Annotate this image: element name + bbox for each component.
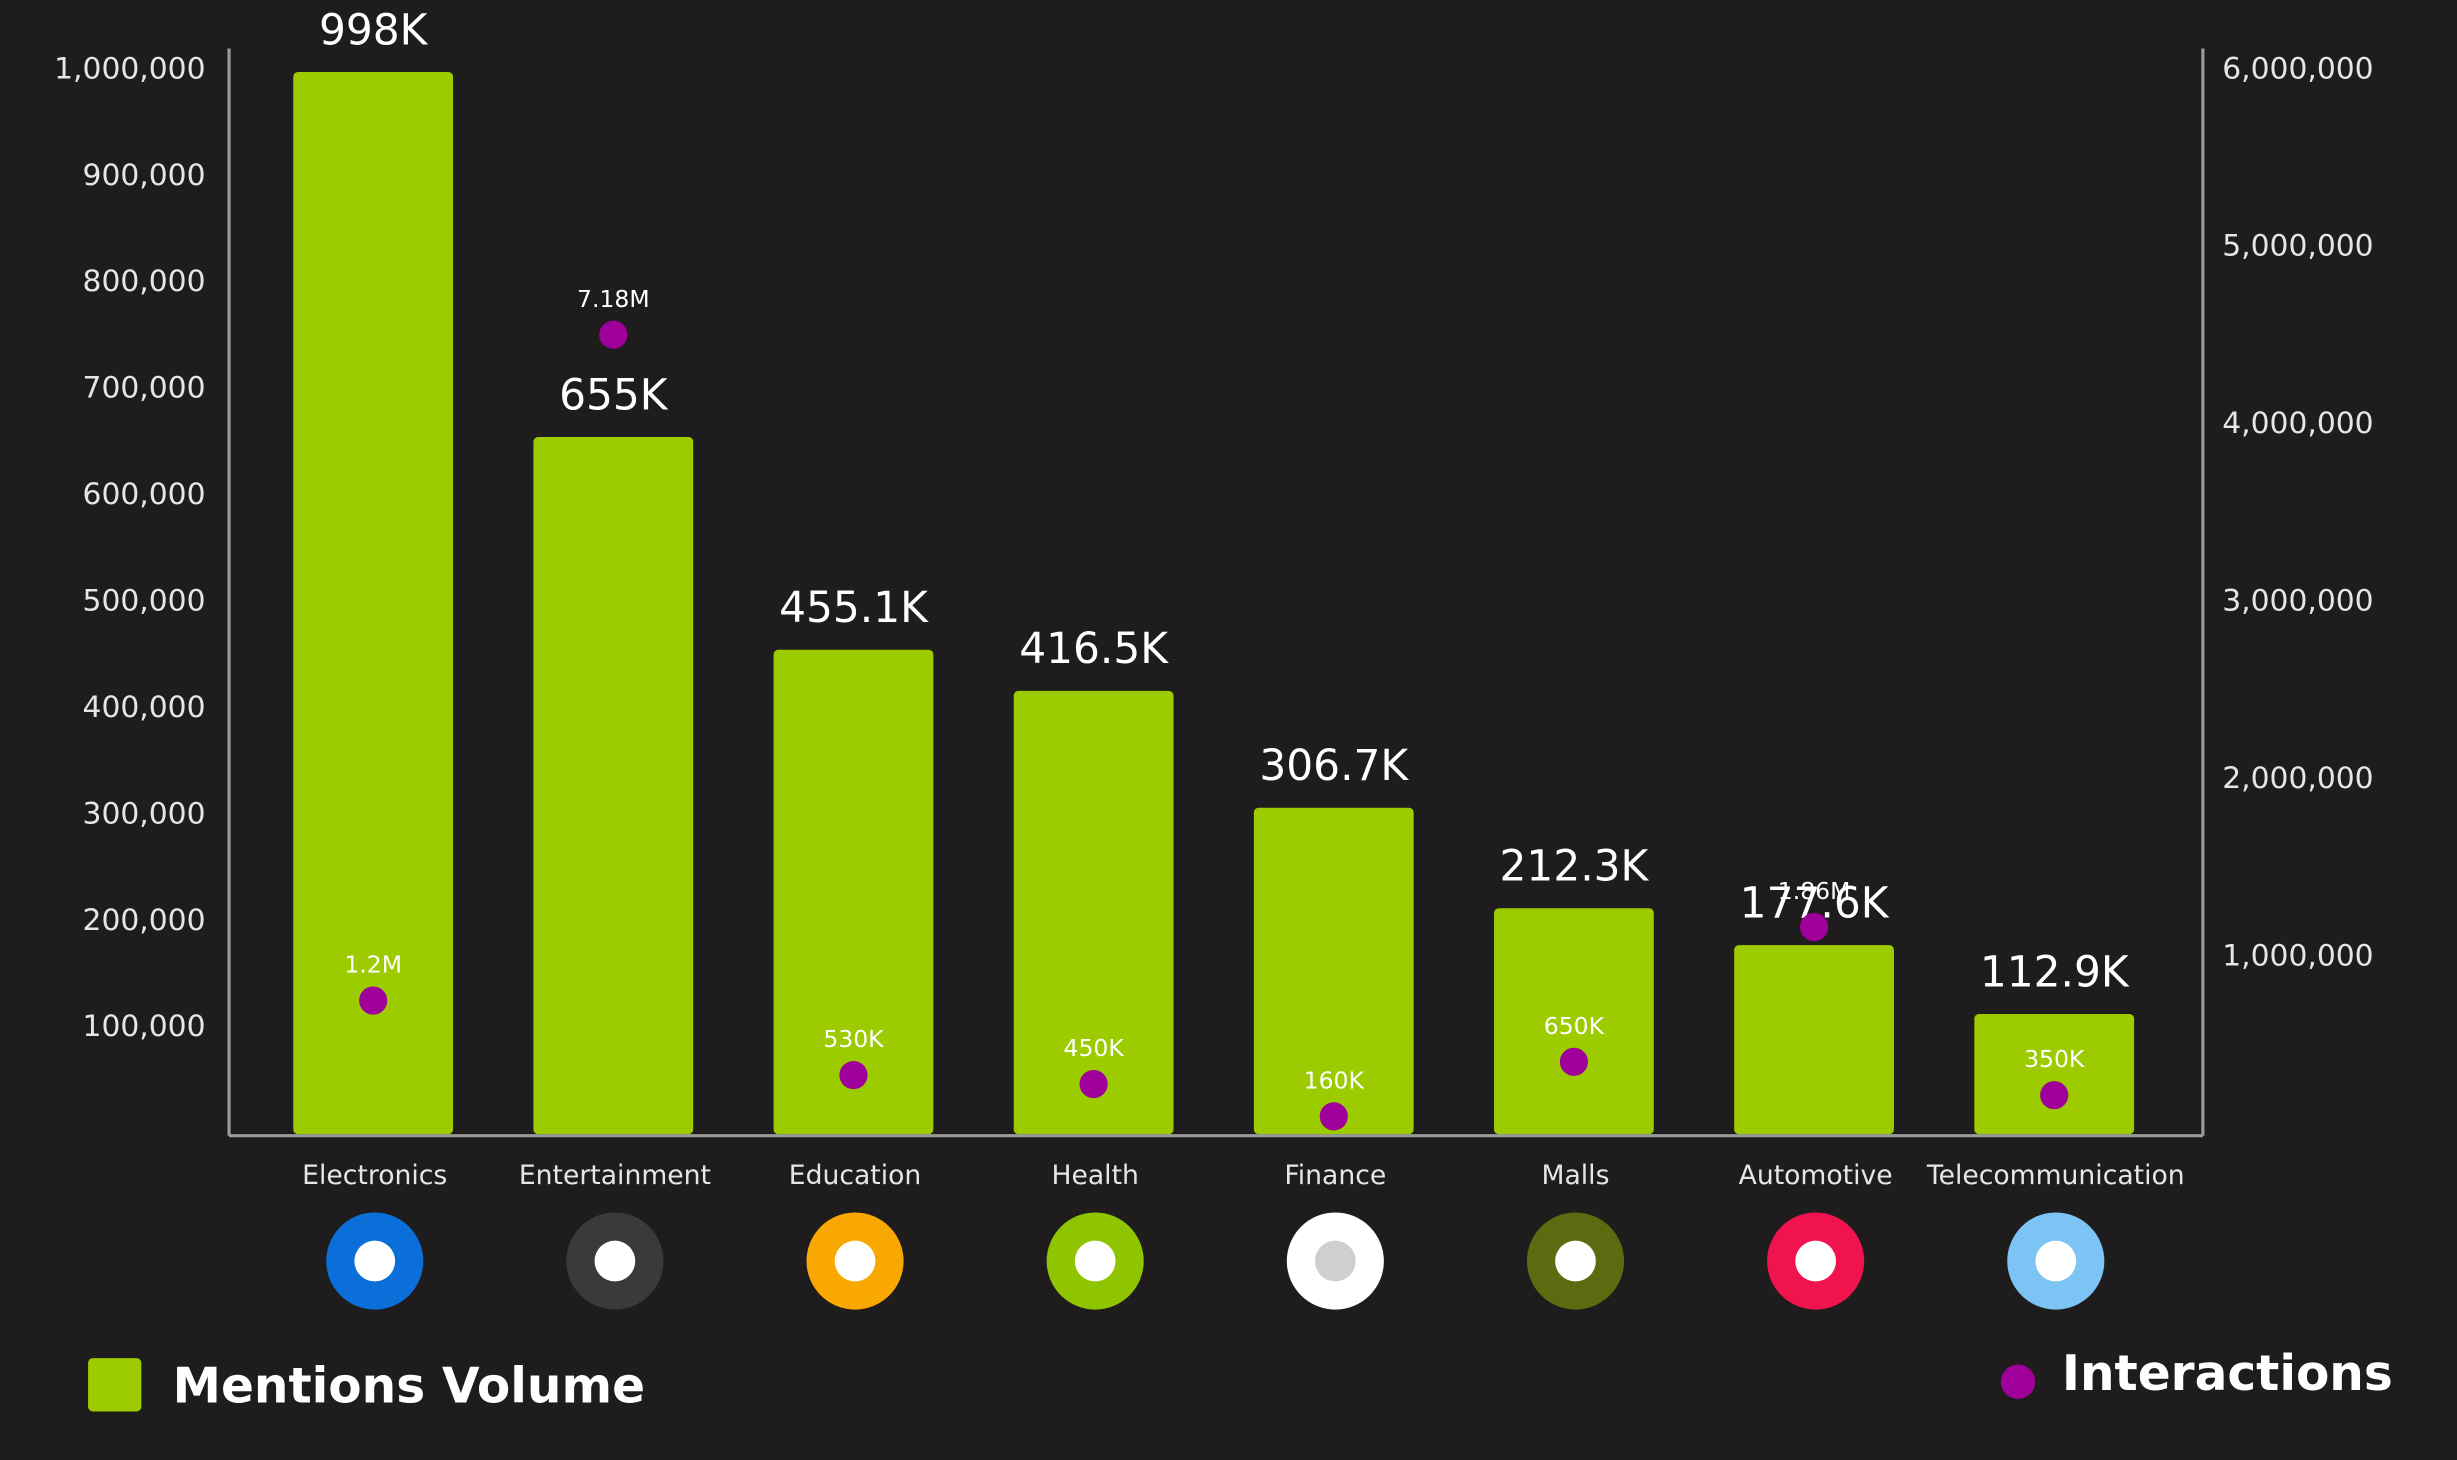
bar-value-label: 416.5K (1019, 624, 1169, 673)
y-tick-label: 400,000 (83, 690, 206, 725)
x-tick-label: Telecommunication (1926, 1160, 2185, 1191)
y2-tick-label: 5,000,000 (2222, 229, 2373, 264)
category-icon-glyph (594, 1240, 636, 1282)
y-tick-label: 700,000 (83, 371, 206, 406)
y-tick-label: 1,000,000 (54, 51, 205, 86)
interaction-dot (839, 1061, 868, 1090)
category-icon-glyph (1555, 1240, 1596, 1282)
legend-label: Mentions Volume (173, 1359, 645, 1415)
y-tick-label: 200,000 (83, 903, 206, 938)
y-tick-label: 500,000 (83, 584, 206, 619)
bar (293, 71, 454, 1135)
bar-value-label: 455.1K (779, 583, 929, 632)
interaction-dot (1559, 1047, 1589, 1076)
interaction-dot (2040, 1081, 2069, 1110)
category-icon-glyph (1314, 1240, 1356, 1282)
x-tick-label: Health (1051, 1160, 1138, 1191)
dot-value-label: 1.2M (344, 951, 402, 979)
bar-value-label: 655K (559, 370, 669, 419)
dot-value-label: 350K (2024, 1045, 2085, 1073)
interaction-dot (1319, 1102, 1348, 1131)
legend-swatch (2000, 1364, 2036, 1399)
y2-tick-label: 3,000,000 (2222, 584, 2373, 619)
x-tick-label: Automotive (1739, 1160, 1893, 1191)
bar (773, 649, 934, 1135)
category-icon-glyph (354, 1240, 396, 1282)
bar (1974, 1014, 2135, 1135)
legend-swatch (88, 1358, 142, 1412)
dot-value-label: 7.18M (577, 285, 650, 313)
y-tick-label: 100,000 (83, 1009, 206, 1044)
y2-tick-label: 4,000,000 (2222, 406, 2373, 441)
y-tick-label: 600,000 (83, 477, 206, 512)
x-tick-label: Electronics (302, 1160, 447, 1191)
bar-value-label: 112.9K (1980, 947, 2130, 996)
y2-tick-label: 2,000,000 (2222, 761, 2373, 796)
legend-label: Interactions (2062, 1346, 2393, 1402)
category-icon-glyph (834, 1240, 876, 1282)
dot-value-label: 450K (1064, 1034, 1125, 1062)
x-tick-label: Education (789, 1160, 922, 1191)
interaction-dot (1079, 1069, 1108, 1099)
bar (1013, 690, 1174, 1135)
interaction-dot (1799, 912, 1829, 942)
bar-value-label: 998K (319, 5, 429, 54)
category-icon-glyph (1074, 1240, 1116, 1282)
x-tick-label: Malls (1542, 1160, 1610, 1191)
x-tick-label: Entertainment (519, 1160, 711, 1191)
dot-value-label: 530K (823, 1025, 884, 1053)
interaction-dot (599, 320, 628, 349)
bar-value-label: 212.3K (1500, 842, 1650, 891)
category-icon-glyph (1795, 1240, 1836, 1282)
dot-value-label: 650K (1544, 1012, 1605, 1040)
y2-tick-label: 1,000,000 (2222, 938, 2373, 973)
bar (1494, 908, 1654, 1135)
y-tick-label: 300,000 (83, 796, 206, 831)
bar (1253, 807, 1414, 1135)
y2-tick-label: 6,000,000 (2222, 51, 2373, 86)
bar (1734, 945, 1894, 1135)
interaction-dot (359, 986, 388, 1015)
dot-value-label: 160K (1304, 1066, 1365, 1094)
y-tick-label: 900,000 (83, 158, 206, 193)
dot-value-label: 1.86M (1778, 877, 1851, 905)
x-tick-label: Finance (1284, 1160, 1386, 1191)
y-tick-label: 800,000 (83, 264, 206, 299)
bar-value-label: 306.7K (1259, 741, 1409, 790)
bar (533, 437, 694, 1135)
category-icon-glyph (2035, 1240, 2077, 1282)
